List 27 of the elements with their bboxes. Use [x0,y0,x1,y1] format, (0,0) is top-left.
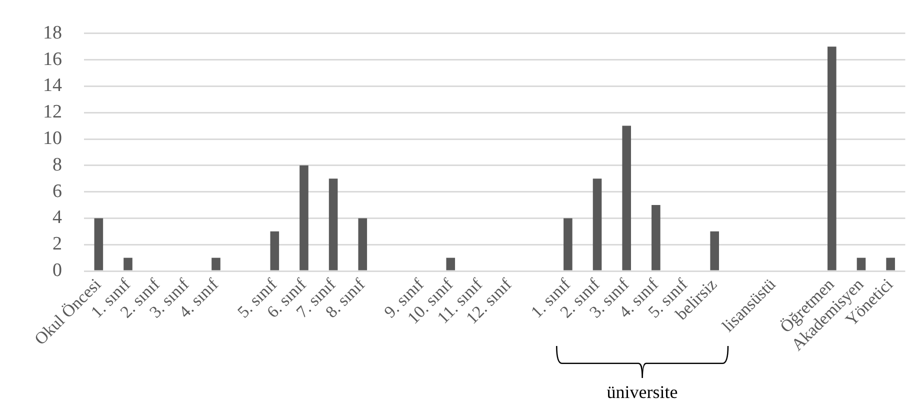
text: üniversite [606,382,678,402]
y-tick-label: 8 [52,154,62,176]
bar [94,218,104,270]
y-tick-label: 4 [52,207,62,228]
y-tick-label: 18 [43,22,62,44]
bar [828,46,836,270]
bar [358,218,368,270]
bar [124,258,132,270]
y-tick-label: 10 [43,128,62,149]
bar [300,165,308,270]
bar [446,258,456,270]
bar [622,126,632,270]
bar [270,231,280,270]
y-tick-label: 16 [43,48,62,70]
bar [710,231,719,270]
y-tick-label: 0 [52,260,62,281]
y-tick-label: 6 [52,180,62,202]
bar [564,218,572,270]
y-tick-label: 14 [43,75,62,96]
bar [652,205,660,270]
bar [886,258,895,270]
bar [592,178,602,270]
bar [212,258,220,270]
bar [856,258,866,270]
bar [328,178,338,270]
y-tick-label: 2 [52,234,62,255]
y-tick-label: 12 [43,102,62,123]
